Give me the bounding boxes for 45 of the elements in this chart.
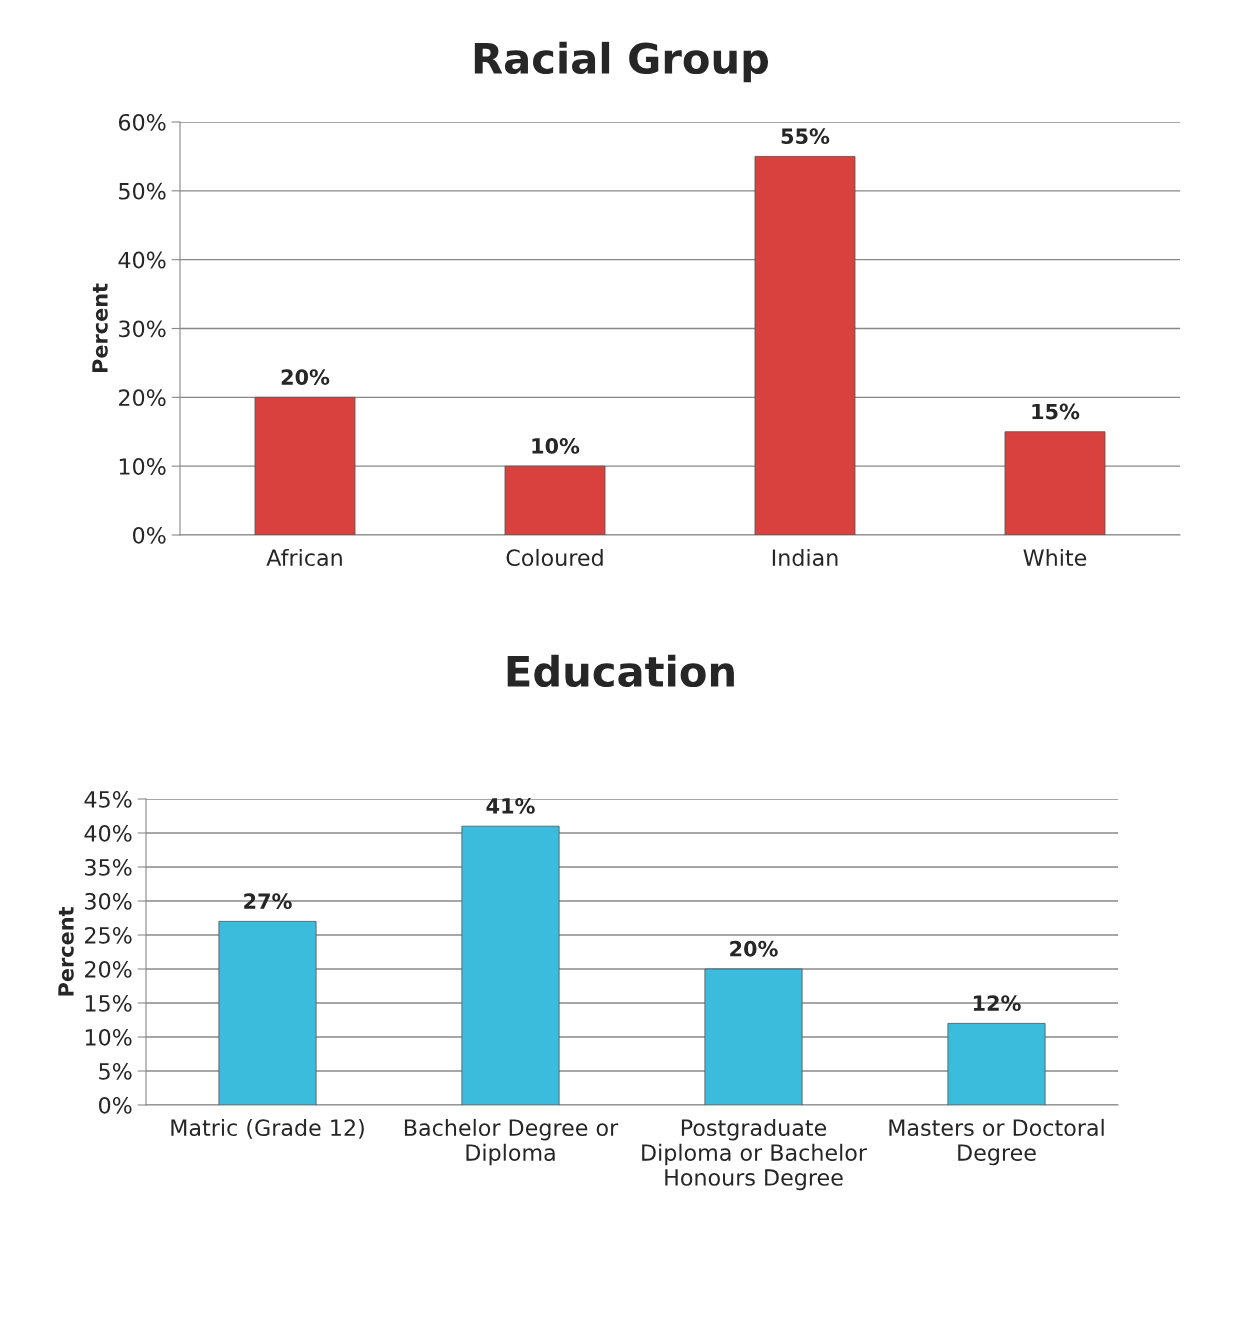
y-tick-label: 35% bbox=[85, 858, 132, 876]
chart-title: Education bbox=[507, 654, 734, 688]
data-label: 55% bbox=[781, 128, 830, 145]
y-tick-label: 10% bbox=[85, 1028, 132, 1046]
x-tick-label: Bachelor Degree or Diploma bbox=[404, 1118, 619, 1166]
x-tick-label: Matric (Grade 12) bbox=[171, 1118, 364, 1139]
data-label: 41% bbox=[486, 798, 535, 814]
y-axis-title: Percent bbox=[92, 283, 108, 373]
data-label: 27% bbox=[244, 893, 292, 910]
y-tick-label: 30% bbox=[119, 320, 166, 338]
bar bbox=[947, 1022, 1046, 1105]
x-tick-label: Indian bbox=[772, 548, 838, 567]
y-tick-label: 60% bbox=[118, 113, 166, 131]
y-tick-label: 10% bbox=[119, 458, 166, 475]
bar bbox=[504, 465, 606, 535]
x-tick-label: Postgraduate Diploma or Bachelor Honours Degree bbox=[642, 1118, 868, 1191]
y-tick-label: 0% bbox=[99, 1096, 132, 1114]
x-tick-label: White bbox=[1023, 548, 1087, 567]
y-tick-label: 15% bbox=[85, 994, 132, 1012]
bar bbox=[218, 920, 317, 1105]
y-tick-label: 45% bbox=[84, 790, 132, 808]
y-tick-label: 20% bbox=[119, 389, 166, 407]
y-tick-label: 30% bbox=[85, 892, 132, 910]
data-label: 10% bbox=[532, 438, 580, 454]
data-label: 12% bbox=[973, 995, 1021, 1012]
bar bbox=[254, 396, 356, 535]
data-label: 15% bbox=[1032, 403, 1080, 420]
x-tick-label: Masters or Doctoral Degree bbox=[889, 1118, 1104, 1166]
x-tick-label: Coloured bbox=[506, 548, 603, 567]
bar bbox=[704, 968, 803, 1105]
y-tick-label: 50% bbox=[119, 182, 166, 200]
y-tick-label: 25% bbox=[85, 926, 132, 944]
bar bbox=[754, 156, 856, 535]
chart-title: Racial Group bbox=[474, 41, 769, 83]
y-tick-label: 40% bbox=[84, 824, 132, 842]
y-tick-label: 20% bbox=[85, 960, 132, 978]
data-label: 20% bbox=[730, 940, 778, 957]
y-tick-label: 5% bbox=[99, 1062, 132, 1080]
x-tick-label: African bbox=[266, 548, 342, 567]
bar bbox=[461, 825, 560, 1105]
y-tick-label: 40% bbox=[118, 251, 166, 269]
data-label: 20% bbox=[281, 369, 330, 385]
bar bbox=[1004, 431, 1106, 535]
y-tick-label: 0% bbox=[133, 526, 166, 544]
y-axis-title: Percent bbox=[58, 907, 74, 996]
